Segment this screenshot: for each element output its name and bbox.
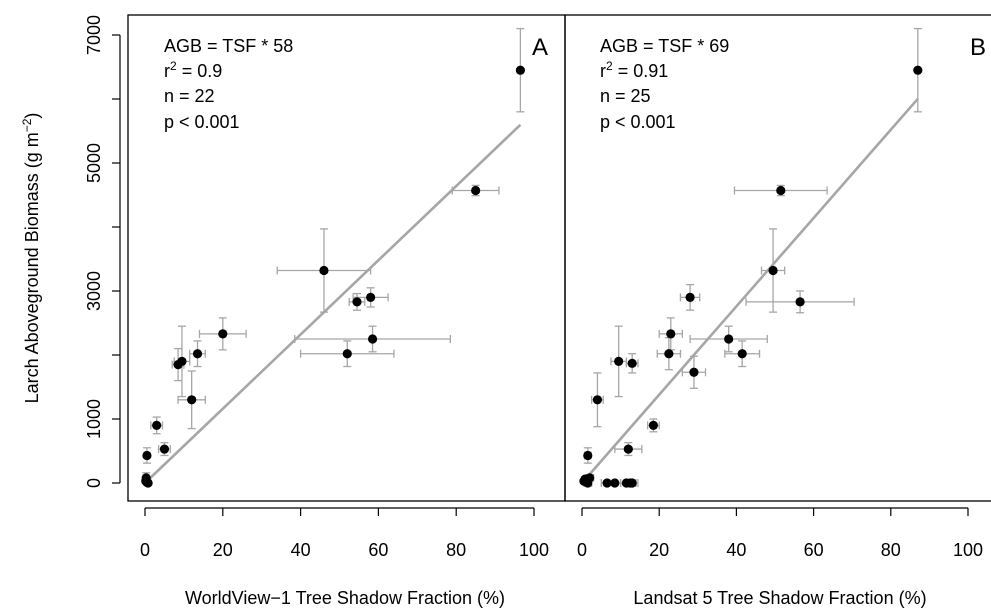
data-point-a-16 — [342, 349, 352, 359]
stats-r2-exp-a: 2 — [170, 59, 177, 73]
stats-p-a: p < 0.001 — [164, 112, 240, 132]
x-tick-label-a-5: 100 — [519, 540, 549, 560]
stats-equation-b: AGB = TSF * 69 — [600, 36, 729, 56]
data-point-b-20 — [724, 334, 734, 344]
data-point-b-15 — [648, 420, 659, 430]
x-tick-label-b-2: 40 — [726, 540, 746, 560]
data-point-a-5 — [152, 420, 162, 430]
panel-label-a: A — [532, 34, 548, 61]
x-tick-label-a-2: 40 — [291, 540, 311, 560]
stats-r2-exp-b: 2 — [606, 59, 613, 73]
data-point-a-4 — [142, 450, 152, 461]
stats-r2-a: r2 = 0.9 — [164, 59, 222, 81]
data-point-b-22 — [768, 265, 778, 276]
y-tick-label-2: 3000 — [84, 271, 104, 311]
data-point-a-13 — [352, 297, 362, 307]
stats-n-a: n = 22 — [164, 86, 215, 106]
y-tick-label-0: 0 — [84, 478, 104, 488]
data-point-b-25 — [913, 65, 923, 75]
data-point-b-19 — [689, 367, 699, 377]
y-tick-label-3: 5000 — [84, 143, 104, 183]
stats-r2-value-a: = 0.9 — [177, 61, 223, 81]
data-point-a-10 — [187, 395, 197, 405]
data-point-b-18 — [685, 292, 695, 302]
data-point-a-9 — [192, 349, 203, 359]
data-point-a-8 — [177, 356, 187, 366]
data-point-b-16 — [664, 349, 674, 359]
x-tick-label-a-4: 80 — [446, 540, 466, 560]
data-point-a-6 — [159, 444, 170, 454]
x-tick-label-a-3: 60 — [368, 540, 388, 560]
panel-label-b: B — [970, 34, 986, 61]
data-point-b-6 — [592, 395, 603, 405]
data-point-b-14 — [623, 444, 633, 454]
panel-b: 0 20 40 60 80 100 B AGB = TSF * 69 r2 = 0.91 … — [577, 27, 986, 608]
stats-r2-prefix-b: r — [600, 61, 606, 81]
data-point-a-17 — [471, 185, 481, 196]
data-point-b-7 — [602, 478, 612, 488]
data-point-a-3 — [143, 478, 153, 488]
data-point-a-15 — [367, 334, 378, 344]
data-point-b-8 — [610, 478, 620, 488]
data-point-b-24 — [795, 297, 805, 307]
y-axis-label-main: Larch Aboveground Biomass (g m — [22, 132, 42, 403]
fit-line-a — [144, 123, 522, 484]
data-point-a-18 — [515, 65, 525, 75]
panel-b-frame — [564, 14, 991, 502]
stats-p-b: p < 0.001 — [600, 112, 676, 132]
data-point-a-14 — [366, 292, 376, 302]
data-point-b-4 — [583, 450, 593, 461]
data-point-b-11 — [627, 478, 637, 488]
x-tick-label-b-1: 20 — [649, 540, 669, 560]
data-point-a-12 — [319, 265, 329, 276]
data-point-b-17 — [666, 329, 676, 339]
y-tick-label-4: 7000 — [84, 15, 104, 55]
y-axis-label-suffix: ) — [22, 113, 42, 119]
x-tick-label-b-5: 100 — [953, 540, 983, 560]
data-point-a-11 — [218, 329, 228, 339]
x-axis-label-b: Landsat 5 Tree Shadow Fraction (%) — [633, 588, 926, 608]
stats-r2-prefix-a: r — [164, 61, 170, 81]
y-axis-label-exponent: −2 — [20, 118, 34, 132]
stats-n-b: n = 25 — [600, 86, 651, 106]
fit-line-b — [581, 97, 919, 484]
stats-r2-b: r2 = 0.91 — [600, 59, 668, 81]
x-tick-label-b-3: 60 — [804, 540, 824, 560]
data-point-b-13 — [627, 358, 637, 368]
data-point-b-5 — [585, 473, 595, 483]
x-tick-label-a-0: 0 — [140, 540, 150, 560]
data-point-b-21 — [737, 349, 747, 359]
x-tick-label-b-0: 0 — [577, 540, 587, 560]
data-point-b-23 — [776, 185, 786, 196]
x-axis-label-a: WorldView−1 Tree Shadow Fraction (%) — [185, 588, 505, 608]
stats-equation-a: AGB = TSF * 58 — [164, 36, 293, 56]
panel-a: 0 20 40 60 80 100 0 1000 3000 5000 7000 A AGB = T… — [84, 15, 549, 608]
x-tick-label-a-1: 20 — [213, 540, 233, 560]
stats-r2-value-b: = 0.91 — [613, 61, 669, 81]
data-point-b-12 — [614, 356, 624, 366]
y-axis-label: Larch Aboveground Biomass (g m−2) — [20, 113, 42, 404]
x-tick-label-b-4: 80 — [881, 540, 901, 560]
y-tick-label-1: 1000 — [84, 399, 104, 439]
